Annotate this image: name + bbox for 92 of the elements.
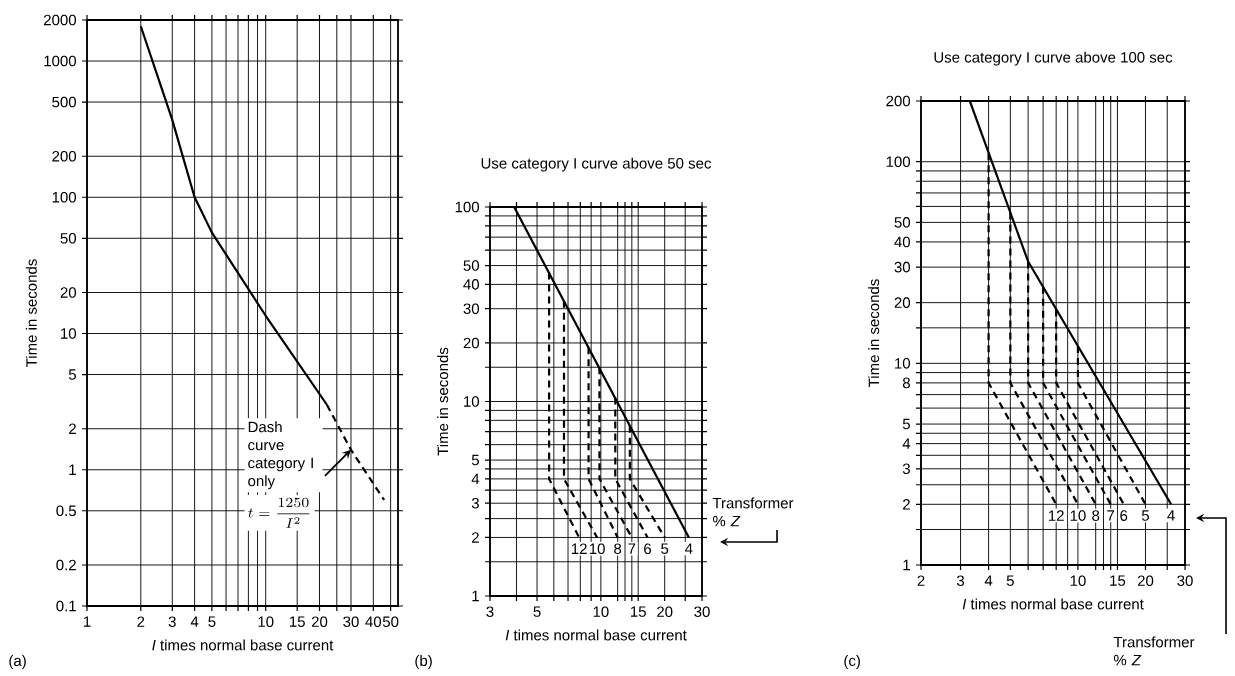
y-tick-label: 5 xyxy=(902,418,910,430)
y-tick-label: 100 xyxy=(52,191,77,203)
y-tick-label: 1 xyxy=(903,559,910,571)
y-tick-label: 20 xyxy=(463,337,480,349)
x-axis-title: I times normal base current xyxy=(962,598,1144,610)
series-label: 6 xyxy=(644,543,652,555)
x-tick-label: 10 xyxy=(258,616,274,628)
x-tick-label: 20 xyxy=(657,606,673,618)
y-axis-title: Time in seconds xyxy=(25,259,37,367)
y-tick-label: 2 xyxy=(903,499,910,510)
series-label: 12 xyxy=(571,543,587,554)
series-label: 8 xyxy=(614,543,622,555)
y-tick-label: 4 xyxy=(471,473,480,485)
x-axis-title: I times normal base current xyxy=(152,639,334,651)
series-label: 12 xyxy=(1048,510,1064,521)
y-tick-label: 200 xyxy=(52,150,77,162)
text: Transformer % Z xyxy=(1113,636,1195,666)
x-tick-label: 2 xyxy=(917,575,925,586)
y-tick-label: 3 xyxy=(471,497,479,509)
y-tick-label: 1000 xyxy=(44,55,77,67)
text: Transformer % Z xyxy=(712,497,794,527)
x-tick-label: 5 xyxy=(1006,575,1014,586)
y-tick-label: 2 xyxy=(472,532,479,543)
y-tick-label: 40 xyxy=(463,279,480,290)
y-tick-label: 10 xyxy=(61,328,77,339)
legend-label: 4 xyxy=(685,543,693,554)
x-tick-label: 5 xyxy=(208,616,216,627)
x-tick-label: 3 xyxy=(486,606,494,618)
series-label: 6 xyxy=(1120,510,1128,521)
chart-title: Use category I curve above 100 sec xyxy=(934,51,1173,66)
x-tick-label: 30 xyxy=(1177,575,1193,587)
y-tick-label: 30 xyxy=(463,303,480,315)
annotation: Dash curve category I only xyxy=(248,421,313,490)
y-tick-label: 2 xyxy=(69,423,76,434)
y-tick-label: 0.2 xyxy=(56,559,76,571)
y-tick-label: 100 xyxy=(886,156,911,168)
x-tick-label: 20 xyxy=(311,616,328,628)
series-label: 7 xyxy=(1107,510,1115,521)
y-tick-label: 10 xyxy=(464,396,480,407)
y-tick-label: 1 xyxy=(472,590,479,602)
y-tick-label: 2000 xyxy=(44,14,77,26)
y-tick-label: 0.5 xyxy=(56,505,76,517)
series-label: 5 xyxy=(661,543,669,554)
x-tick-label: 2 xyxy=(137,616,145,627)
y-tick-label: 500 xyxy=(52,96,77,108)
x-tick-label: 15 xyxy=(289,616,305,627)
series-label: 7 xyxy=(628,543,636,554)
x-tick-label: 10 xyxy=(593,606,609,618)
series-label: 10 xyxy=(1070,510,1086,521)
y-tick-label: 100 xyxy=(455,201,480,213)
y-tick-label: 3 xyxy=(902,463,910,475)
x-tick-label: 5 xyxy=(533,606,541,617)
text: (a) xyxy=(9,655,26,669)
y-tick-label: 40 xyxy=(894,236,911,248)
y-tick-label: 50 xyxy=(463,260,480,271)
x-tick-label: 50 xyxy=(382,616,399,628)
y-tick-label: 4 xyxy=(902,438,911,449)
x-tick-label: 20 xyxy=(1137,575,1154,587)
y-tick-label: 10 xyxy=(895,358,911,369)
x-tick-label: 30 xyxy=(343,616,359,628)
y-tick-label: 20 xyxy=(894,297,911,308)
y-tick-label: 50 xyxy=(894,217,911,228)
x-tick-label: 10 xyxy=(1070,575,1086,587)
legend-label: 4 xyxy=(1167,510,1175,521)
y-axis-title: Time in seconds xyxy=(868,279,880,387)
text: (c) xyxy=(844,655,860,669)
y-tick-label: 0.1 xyxy=(56,600,76,612)
y-tick-label: 200 xyxy=(886,95,911,107)
x-tick-label: 15 xyxy=(1110,575,1126,586)
y-tick-label: 5 xyxy=(471,454,479,466)
x-tick-label: 15 xyxy=(630,606,646,617)
y-tick-label: 8 xyxy=(902,377,910,389)
chart-title: Use category I curve above 50 sec xyxy=(481,157,712,172)
x-tick-label: 4 xyxy=(190,616,199,627)
x-tick-label: 3 xyxy=(168,616,176,628)
annotation: $t=\frac{1250}{I^2}$ xyxy=(248,497,310,528)
series-label: 10 xyxy=(589,543,605,555)
series-label: 8 xyxy=(1092,510,1100,521)
text: (b) xyxy=(415,655,432,669)
series-label: 5 xyxy=(1141,510,1150,521)
y-tick-label: 5 xyxy=(68,369,76,380)
y-axis-title: Time in seconds xyxy=(437,347,449,456)
x-tick-label: 4 xyxy=(984,575,993,586)
x-axis-title: I times normal base current xyxy=(505,629,687,641)
y-tick-label: 50 xyxy=(60,232,77,244)
x-tick-label: 30 xyxy=(694,606,710,618)
x-tick-label: 3 xyxy=(956,575,965,587)
x-tick-label: 40 xyxy=(365,616,382,628)
x-tick-label: 1 xyxy=(83,616,91,627)
y-tick-label: 30 xyxy=(894,261,911,273)
y-tick-label: 20 xyxy=(60,287,77,298)
y-tick-label: 1 xyxy=(69,464,76,475)
